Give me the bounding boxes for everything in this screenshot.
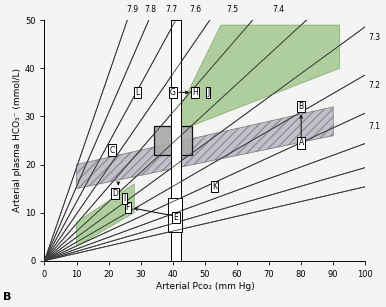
Text: 7.5: 7.5: [226, 6, 238, 14]
Text: B: B: [299, 102, 304, 111]
Text: 7.6: 7.6: [189, 6, 201, 14]
Text: G: G: [170, 88, 176, 97]
Text: L: L: [135, 88, 140, 97]
Y-axis label: Arterial plasma HCO₃⁻ (mmol/L): Arterial plasma HCO₃⁻ (mmol/L): [13, 68, 22, 212]
Bar: [168, 198, 183, 232]
Text: B: B: [3, 292, 11, 302]
Text: 7.4: 7.4: [273, 6, 285, 14]
Text: H: H: [192, 88, 198, 97]
Text: A: A: [298, 138, 304, 147]
Text: I: I: [124, 194, 126, 203]
Text: 7.2: 7.2: [369, 81, 381, 90]
Text: E: E: [174, 213, 178, 222]
Text: 7.9: 7.9: [127, 6, 139, 14]
Polygon shape: [76, 184, 134, 246]
Text: 7.1: 7.1: [369, 122, 381, 130]
Text: 7.8: 7.8: [144, 6, 156, 14]
Polygon shape: [166, 25, 340, 136]
Text: J: J: [207, 88, 209, 97]
Bar: [171, 20, 181, 261]
Text: F: F: [126, 203, 130, 212]
Text: 7.7: 7.7: [165, 6, 177, 14]
Text: D: D: [112, 189, 118, 198]
Text: K: K: [212, 182, 217, 191]
Bar: [154, 126, 192, 155]
Text: C: C: [109, 146, 115, 155]
X-axis label: Arterial Pco₂ (mm Hg): Arterial Pco₂ (mm Hg): [156, 282, 254, 290]
Polygon shape: [76, 107, 333, 188]
Text: 7.3: 7.3: [369, 33, 381, 41]
